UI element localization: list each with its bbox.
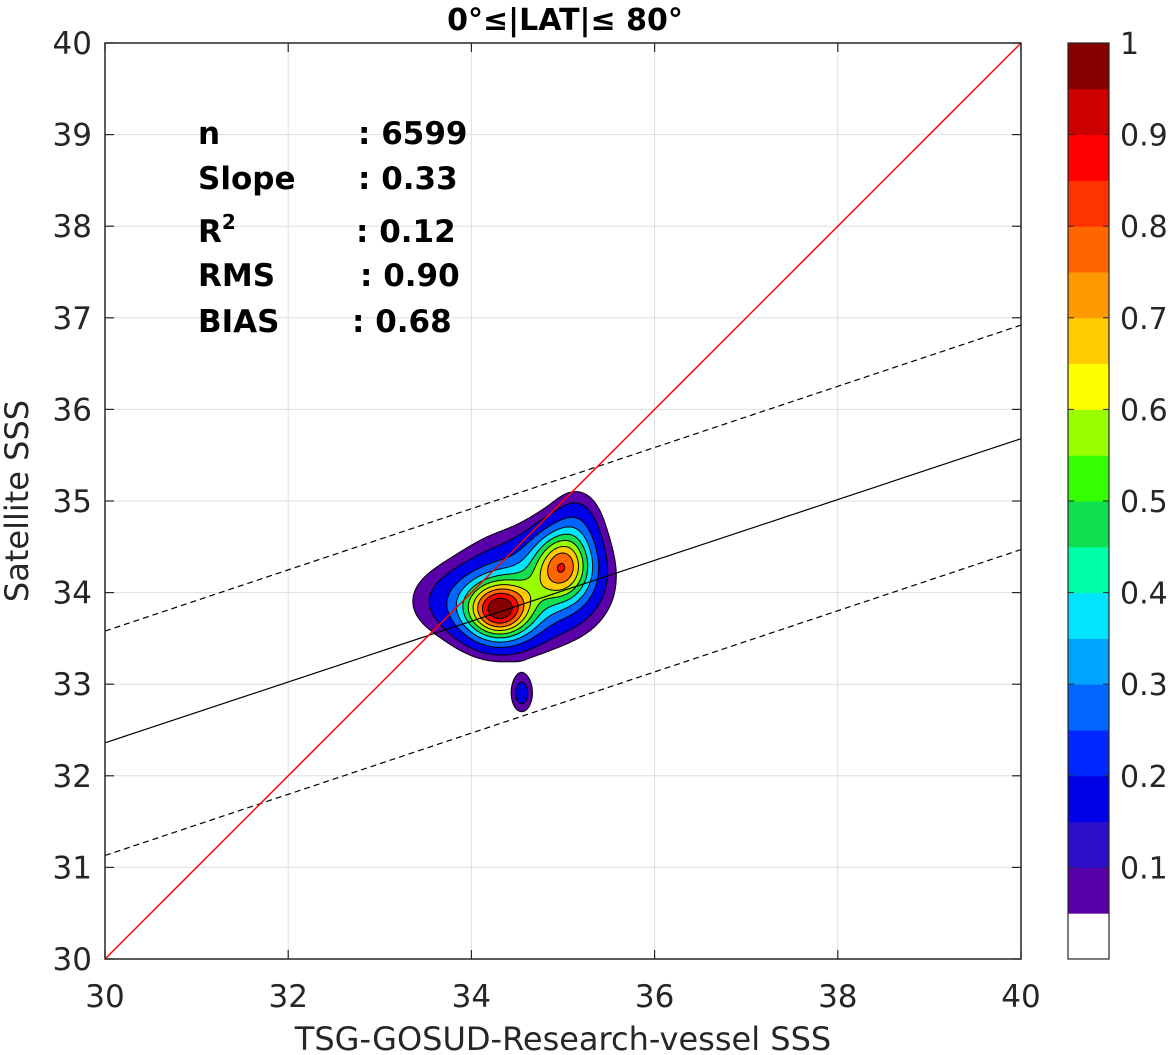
stat-label-sup: 2 xyxy=(222,210,236,234)
x-tick-label: 34 xyxy=(452,979,491,1015)
identity-line xyxy=(105,43,1021,959)
colorbar-swatch xyxy=(1068,43,1109,90)
stat-value: : 0.90 xyxy=(360,258,460,294)
fit-upper-bound-line xyxy=(105,324,1021,632)
contour-line xyxy=(487,597,513,620)
colorbar-swatch xyxy=(1068,226,1109,273)
colorbar-tick-label: 0.7 xyxy=(1120,302,1168,337)
x-tick-label: 32 xyxy=(268,979,307,1015)
x-axis-label: TSG-GOSUD-Research-vessel SSS xyxy=(294,1020,831,1055)
colorbar-swatch xyxy=(1068,867,1109,914)
stat-label: n xyxy=(198,116,220,152)
y-axis-label: Satellite SSS xyxy=(0,400,36,602)
contour-line xyxy=(477,552,574,628)
y-tick-label: 37 xyxy=(53,301,92,337)
stat-label: R2 xyxy=(198,210,236,250)
y-tick-label: 36 xyxy=(53,392,92,428)
colorbar-swatch xyxy=(1068,592,1109,639)
y-tick-label: 38 xyxy=(53,209,92,245)
colorbar-tick-label: 0.2 xyxy=(1120,760,1168,795)
colorbar-swatch xyxy=(1068,730,1109,777)
contour-line xyxy=(412,491,617,713)
colorbar-tick-label: 0.5 xyxy=(1120,485,1168,520)
contour-line xyxy=(481,563,566,624)
colorbar-swatch xyxy=(1068,501,1109,548)
colorbar-swatch xyxy=(1068,684,1109,731)
stat-value: : 0.68 xyxy=(352,304,452,340)
y-tick-label: 40 xyxy=(53,26,92,62)
contour-line xyxy=(467,539,584,635)
colorbar-swatch xyxy=(1068,775,1109,823)
contour-line xyxy=(462,533,589,639)
stat-label: BIAS xyxy=(198,304,279,340)
contour-line xyxy=(446,516,600,648)
contour-line xyxy=(472,546,579,631)
stat-value: : 6599 xyxy=(358,116,467,152)
x-tick-label: 30 xyxy=(85,979,124,1015)
y-tick-label: 30 xyxy=(53,942,92,978)
colorbar-swatch xyxy=(1068,821,1109,868)
x-tick-label: 40 xyxy=(1001,979,1040,1015)
stat-label: RMS xyxy=(198,258,275,294)
fit-lower-bound-line xyxy=(105,548,1021,857)
chart-title: 0°≤|LAT|≤ 80° xyxy=(447,3,683,38)
colorbar-swatch xyxy=(1068,363,1109,410)
colorbar-tick-label: 0.3 xyxy=(1120,668,1168,703)
colorbar: 0.1 0.2 0.3 0.4 0.5 0.6 0.7 0.8 0.9 1 xyxy=(1067,27,1168,960)
stat-value: : 0.33 xyxy=(358,161,458,197)
y-tick-label: 32 xyxy=(53,759,92,795)
x-tick-label: 36 xyxy=(635,979,674,1015)
colorbar-tick-label: 0.9 xyxy=(1120,119,1168,154)
colorbar-tick-label: 0.1 xyxy=(1120,851,1168,886)
colorbar-swatch xyxy=(1068,317,1109,365)
y-tick-label: 33 xyxy=(53,667,92,703)
colorbar-swatch xyxy=(1068,455,1109,502)
stats-annotation: n : 6599 Slope : 0.33 R2 : 0.12 RMS : 0.90 BIAS:… xyxy=(198,116,467,340)
density-contours xyxy=(412,491,617,713)
regression-line xyxy=(105,438,1021,744)
colorbar-swatch xyxy=(1068,180,1109,227)
colorbar-swatch xyxy=(1068,638,1109,685)
colorbar-swatch xyxy=(1068,409,1109,456)
y-tick-label: 31 xyxy=(53,850,92,886)
colorbar-swatch xyxy=(1068,913,1109,960)
x-tick-label: 38 xyxy=(818,979,857,1015)
colorbar-tick-label: 0.6 xyxy=(1120,393,1168,428)
reference-lines xyxy=(105,43,1021,959)
colorbar-swatch xyxy=(1068,88,1109,136)
stat-label: Slope xyxy=(198,161,295,197)
contour-line xyxy=(455,526,594,643)
y-tick-label: 35 xyxy=(53,484,92,520)
y-tick-label: 34 xyxy=(53,576,92,612)
colorbar-tick-label: 0.8 xyxy=(1120,210,1168,245)
axis-ticks: 30 32 34 36 38 40 30 31 32 33 34 35 36 37 38 39 40 xyxy=(53,26,1041,1015)
grid xyxy=(105,43,1021,959)
y-tick-label: 39 xyxy=(53,118,92,154)
stat-value: : 0.12 xyxy=(356,214,456,250)
colorbar-tick-label: 1 xyxy=(1120,27,1139,62)
colorbar-tick-label: 0.4 xyxy=(1120,577,1168,612)
colorbar-swatch xyxy=(1068,546,1109,594)
contour-line xyxy=(428,502,609,705)
colorbar-swatch xyxy=(1068,272,1109,319)
colorbar-swatch xyxy=(1068,134,1109,181)
